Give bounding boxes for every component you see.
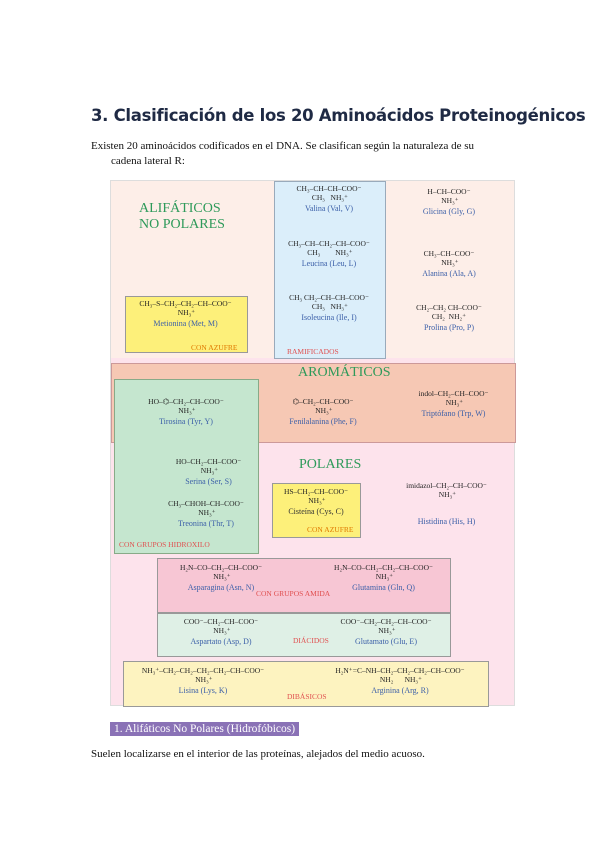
sulfur-box — [125, 296, 248, 353]
amino-acid-phenylalanine: ⌬–CH₂–CH–COO⁻ NH₃⁺ Fenilalanina (Phe, F) — [289, 397, 357, 426]
amino-acid-histidine: imidazol–CH₂–CH–COO⁻ NH₃⁺ Histidina (His,… — [406, 481, 487, 526]
group-aromatic-title: AROMÁTICOS — [298, 365, 391, 380]
amino-acid-isoleucine: CH₃ CH₂–CH–CH–COO⁻ CH₃ NH₃⁺ Isoleucina (I… — [289, 293, 369, 322]
amino-acid-classification-figure: ALIFÁTICOS NO POLARES AROMÁTICOS POLARES… — [110, 180, 516, 707]
amino-acid-lysine: NH₃⁺–CH₂–CH₂–CH₂–CH₂–CH–COO⁻ NH₃⁺ Lisina … — [141, 666, 265, 695]
tag-diacid: DIÁCIDOS — [293, 636, 329, 645]
amino-acid-aspartate: COO⁻–CH₂–CH–COO⁻ NH₃⁺ Aspartato (Asp, D) — [183, 617, 259, 646]
intro-line: cadena lateral R: — [111, 155, 185, 167]
tag-dibasic: DIBÁSICOS — [287, 692, 327, 701]
amino-acid-alanine: CH₃–CH–COO⁻ NH₃⁺ Alanina (Ala, A) — [422, 249, 476, 278]
amino-acid-threonine: CH₃–CHOH–CH–COO⁻ NH₃⁺ Treonina (Thr, T) — [168, 499, 244, 528]
amide-box — [157, 558, 451, 613]
amino-acid-asparagine: H₂N–CO–CH₂–CH–COO⁻ NH₃⁺ Asparagina (Asn, … — [179, 563, 263, 592]
page-title: 3. Clasificación de los 20 Aminoácidos P… — [91, 106, 586, 125]
cysteine-box — [272, 483, 361, 538]
hydroxyl-box — [114, 379, 259, 554]
amino-acid-cysteine: HS–CH₂–CH–COO⁻ NH₃⁺ Cisteína (Cys, C) — [283, 487, 349, 516]
branched-box — [274, 181, 386, 359]
amino-acid-glycine: H–CH–COO⁻ NH₃⁺ Glicina (Gly, G) — [422, 187, 476, 216]
amino-acid-glutamate: COO⁻–CH₂–CH₂–CH–COO⁻ NH₃⁺ Glutamato (Glu,… — [340, 617, 432, 646]
amino-acid-proline: CH₂–CH₂ CH–COO⁻ CH₂ NH₂⁺ Prolina (Pro, P) — [416, 303, 482, 332]
tag-branched: RAMIFICADOS — [287, 347, 339, 356]
amino-acid-glutamine: H₂N–CO–CH₂–CH₂–CH–COO⁻ NH₃⁺ Glutamina (Gl… — [334, 563, 433, 592]
amino-acid-leucine: CH₃–CH–CH₂–CH–COO⁻ CH₃ NH₃⁺ Leucina (Leu,… — [288, 239, 370, 268]
tag-sulfur: CON AZUFRE — [191, 343, 238, 352]
tag-sulfur: CON AZUFRE — [307, 525, 354, 534]
intro-line: Existen 20 aminoácidos codificados en el… — [91, 140, 475, 152]
section-body: Suelen localizarse en el interior de las… — [91, 748, 425, 760]
dibasic-box — [123, 661, 489, 707]
amino-acid-methionine: CH₃–S–CH₂–CH₂–CH–COO⁻ NH₃⁺ Metionina (Met… — [139, 299, 232, 328]
amino-acid-tyrosine: HO–⌬–CH₂–CH–COO⁻ NH₃⁺ Tirosina (Tyr, Y) — [148, 397, 224, 426]
amino-acid-tryptophan: indol–CH₂–CH–COO⁻ NH₃⁺ Triptófano (Trp, W… — [418, 389, 489, 418]
intro-paragraph: Existen 20 aminoácidos codificados en el… — [91, 139, 531, 169]
amino-acid-serine: HO–CH₂–CH–COO⁻ NH₃⁺ Serina (Ser, S) — [175, 457, 242, 486]
group-aliphatic-title: ALIFÁTICOS NO POLARES — [139, 201, 225, 232]
group-polar-title: POLARES — [299, 457, 362, 472]
section-heading: 1. Alifáticos No Polares (Hidrofóbicos) — [110, 722, 300, 736]
tag-hydroxyl: CON GRUPOS HIDROXILO — [119, 540, 210, 549]
diacid-box — [157, 613, 451, 657]
tag-amide: CON GRUPOS AMIDA — [256, 589, 331, 598]
amino-acid-valine: CH₃–CH–CH–COO⁻ CH₃ NH₃⁺ Valina (Val, V) — [296, 184, 362, 213]
amino-acid-arginine: H₂N⁺=C–NH–CH₂–CH₂–CH₂–CH–COO⁻ NH₂ NH₃⁺ Ar… — [335, 666, 465, 695]
